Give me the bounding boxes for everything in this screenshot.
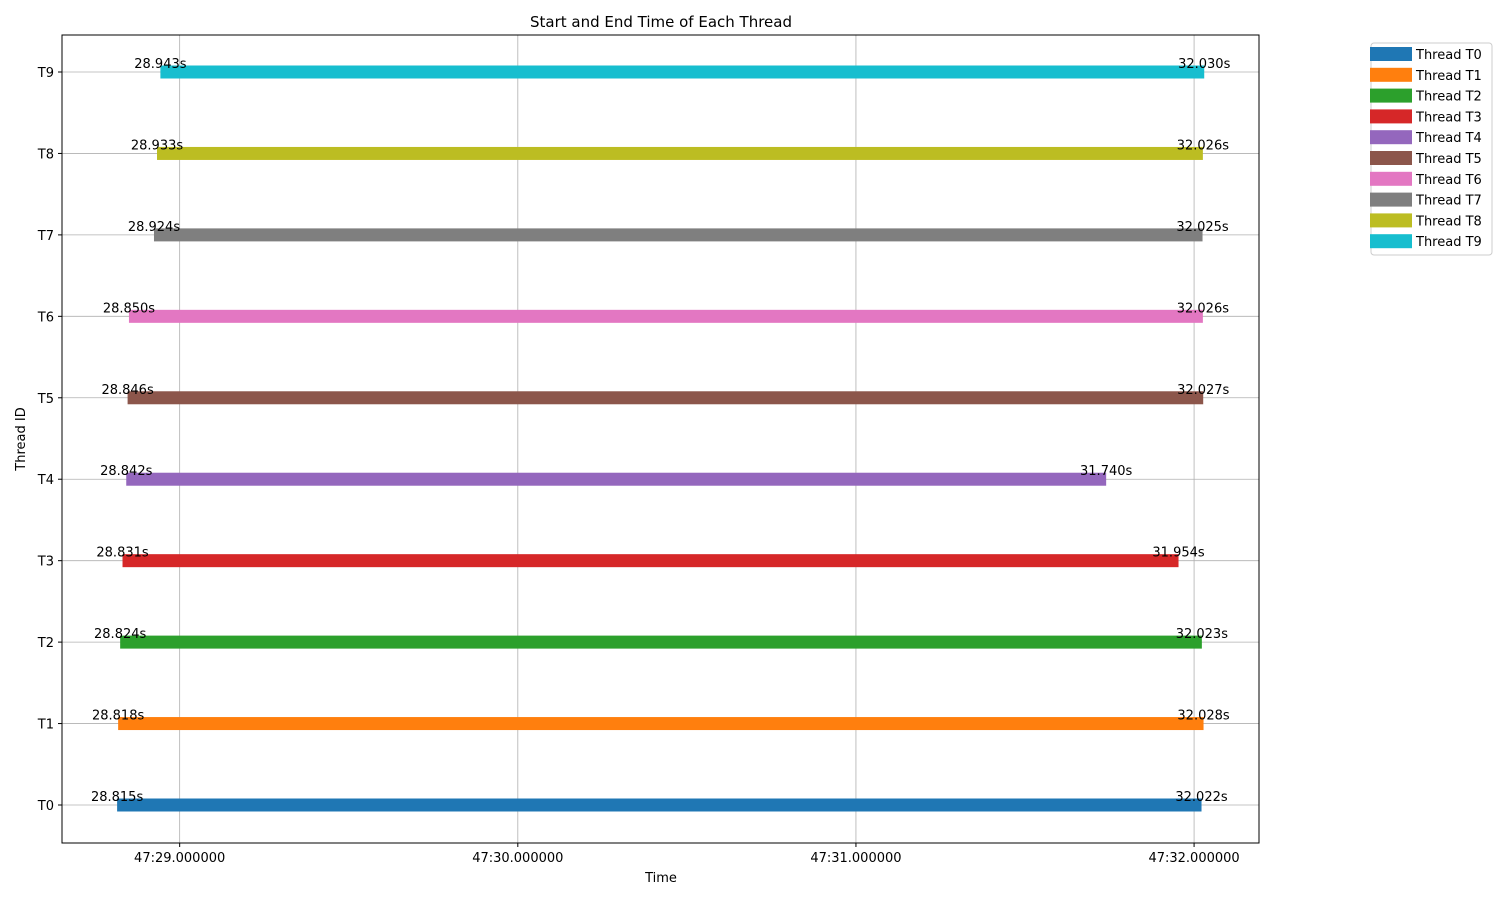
y-tick-label: T4: [37, 473, 54, 488]
end-time-label: 32.022s: [1175, 790, 1227, 805]
legend-label: Thread T0: [1415, 48, 1482, 63]
y-tick-label: T3: [37, 555, 54, 570]
start-time-label: 28.818s: [92, 709, 144, 724]
legend-swatch: [1370, 67, 1412, 82]
y-axis-label: Thread ID: [14, 407, 29, 471]
start-time-label: 28.842s: [100, 464, 152, 479]
end-time-label: 31.740s: [1080, 464, 1132, 479]
end-time-label: 32.026s: [1177, 301, 1229, 316]
legend-label: Thread T7: [1415, 194, 1482, 209]
plot-area-frame: [61, 34, 1260, 844]
y-axis-ticks: T0 T1 T2 T3 T4 T5 T6 T7 T8 T9: [37, 66, 62, 814]
start-time-label: 28.824s: [94, 627, 146, 642]
y-tick-label: T5: [37, 392, 54, 407]
legend: Thread T0 Thread T1 Thread T2 Thread T3 Thre…: [1370, 42, 1493, 256]
start-time-label: 28.924s: [128, 220, 180, 235]
y-tick-label: T7: [37, 229, 54, 244]
start-time-label: 28.933s: [131, 138, 183, 153]
end-time-label: 32.026s: [1177, 138, 1229, 153]
x-tick-label: 47:30.000000: [472, 851, 563, 866]
thread-bars: [117, 65, 1205, 812]
bar-time-labels: 28.815s 32.022s 28.818s 32.028s 28.824s 32.02…: [91, 57, 1231, 805]
x-tick-label: 47:32.000000: [1148, 851, 1239, 866]
thread-bar-t8: [157, 146, 1203, 160]
y-tick-label: T9: [37, 66, 54, 81]
legend-swatch: [1370, 213, 1412, 228]
end-time-label: 31.954s: [1152, 546, 1204, 561]
end-time-label: 32.023s: [1176, 627, 1228, 642]
x-tick-label: 47:29.000000: [134, 851, 225, 866]
y-tick-label: T8: [37, 147, 54, 162]
end-time-label: 32.025s: [1176, 220, 1228, 235]
legend-swatch: [1370, 109, 1412, 124]
y-tick-label: T1: [37, 718, 54, 733]
y-tick-label: T0: [37, 799, 54, 814]
end-time-label: 32.030s: [1178, 57, 1230, 72]
y-tick-label: T2: [37, 636, 54, 651]
legend-swatch: [1370, 234, 1412, 249]
legend-swatch: [1370, 130, 1412, 145]
thread-bar-t9: [160, 65, 1205, 79]
y-tick-label: T6: [37, 310, 54, 325]
thread-bar-t6: [128, 309, 1203, 323]
legend-label: Thread T9: [1415, 235, 1482, 250]
start-time-label: 28.831s: [96, 546, 148, 561]
thread-bar-t1: [118, 717, 1204, 731]
x-axis-label: Time: [644, 871, 677, 886]
legend-label: Thread T5: [1415, 152, 1482, 167]
legend-label: Thread T1: [1415, 69, 1482, 84]
thread-bar-t4: [126, 472, 1107, 486]
thread-bar-t2: [120, 635, 1202, 649]
legend-label: Thread T4: [1415, 131, 1482, 146]
legend-swatch: [1370, 151, 1412, 165]
x-axis-ticks: 47:29.000000 47:30.000000 47:31.000000 47:3…: [134, 843, 1240, 866]
start-time-label: 28.943s: [134, 57, 186, 72]
end-time-label: 32.027s: [1177, 383, 1229, 398]
legend-label: Thread T2: [1415, 90, 1482, 105]
start-time-label: 28.815s: [91, 790, 143, 805]
start-time-label: 28.846s: [101, 383, 153, 398]
end-time-label: 32.028s: [1177, 709, 1229, 724]
thread-bar-t7: [153, 228, 1203, 242]
legend-swatch: [1370, 171, 1412, 186]
legend-swatch: [1370, 88, 1412, 103]
legend-swatch: [1370, 47, 1412, 61]
legend-swatch: [1370, 192, 1412, 207]
legend-label: Thread T6: [1415, 173, 1482, 188]
chart-title: Start and End Time of Each Thread: [530, 13, 792, 31]
legend-label: Thread T8: [1415, 214, 1482, 229]
thread-bar-t5: [127, 391, 1204, 405]
thread-bar-t0: [117, 798, 1202, 812]
x-tick-label: 47:31.000000: [810, 851, 901, 866]
start-time-label: 28.850s: [103, 301, 155, 316]
thread-bar-t3: [122, 554, 1179, 568]
legend-label: Thread T3: [1415, 110, 1482, 125]
